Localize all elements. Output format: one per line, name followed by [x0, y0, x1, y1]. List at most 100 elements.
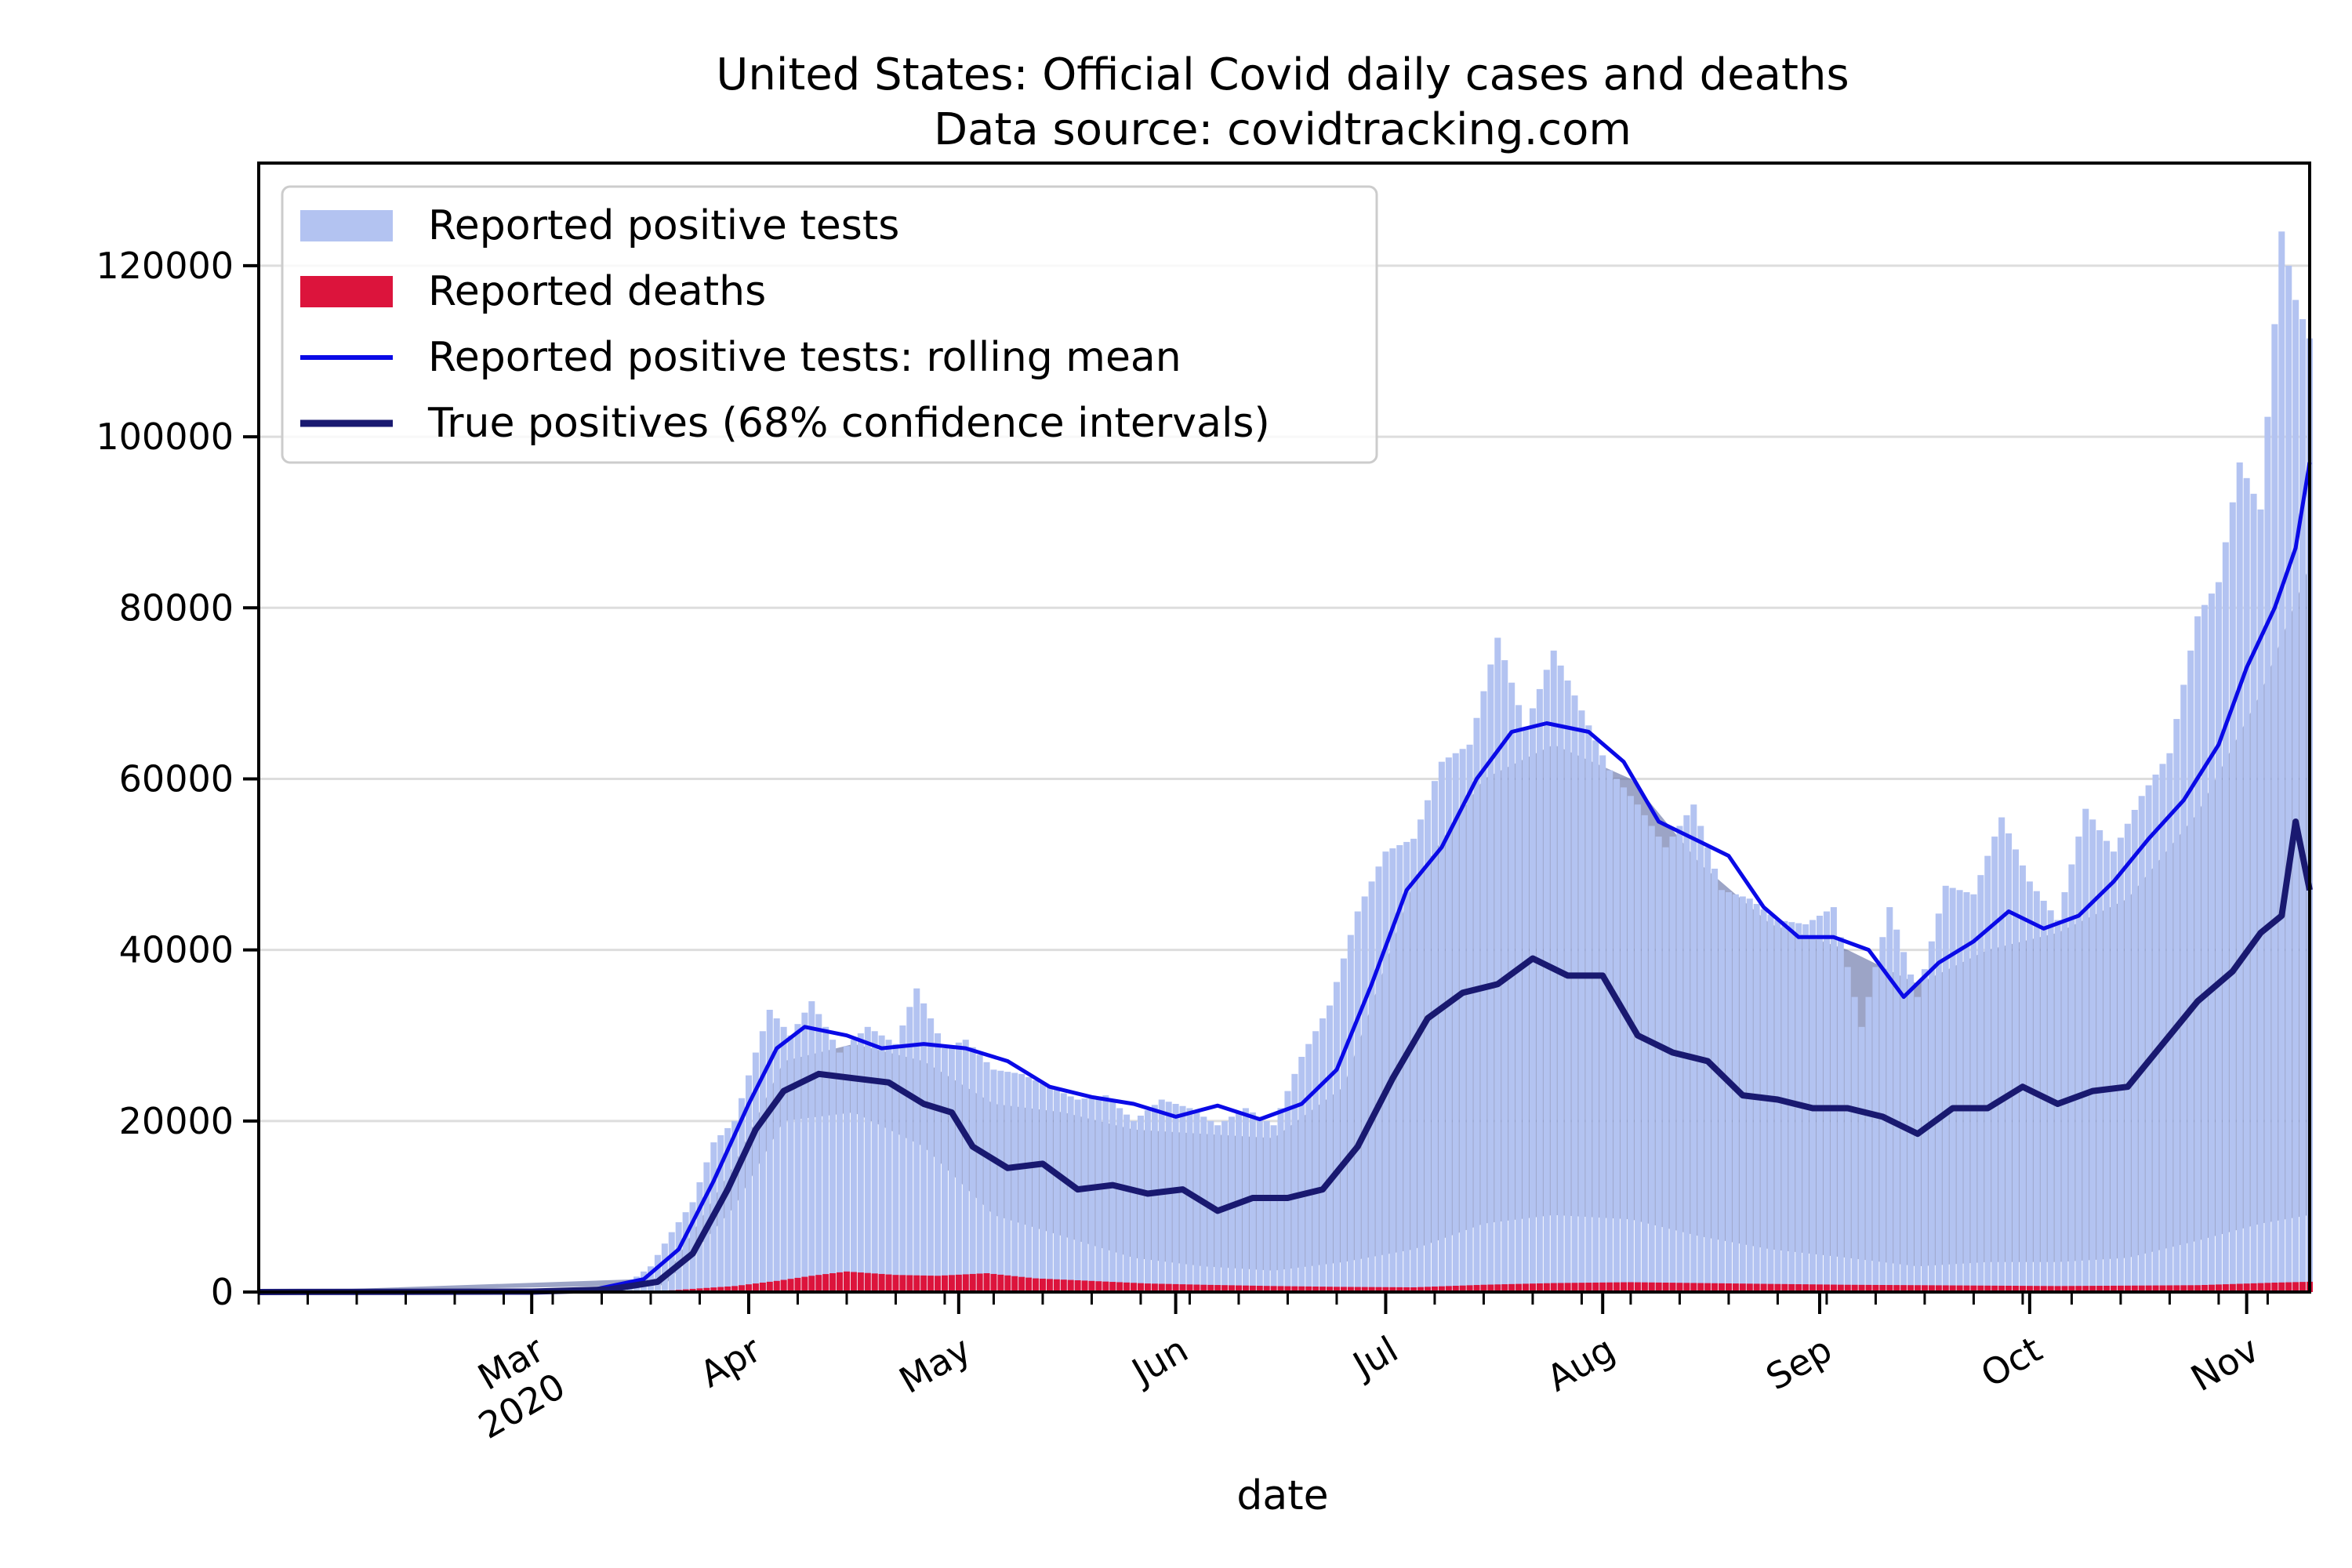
positive-test-bar	[1704, 847, 1711, 1292]
positive-test-bar	[1382, 851, 1389, 1292]
death-bar	[1137, 1283, 1144, 1292]
positive-test-bar	[1606, 770, 1613, 1292]
series-lines	[258, 462, 2313, 1295]
death-bar	[1221, 1285, 1229, 1292]
death-bar	[1970, 1285, 1977, 1292]
positive-test-bar	[1025, 1076, 1033, 1292]
death-bar	[1011, 1276, 1018, 1292]
death-bar	[2257, 1283, 2264, 1292]
death-bar	[1102, 1281, 1109, 1292]
death-bar	[1207, 1284, 1214, 1292]
death-bar	[962, 1274, 969, 1292]
death-bar	[1844, 1284, 1851, 1292]
death-bar	[1956, 1285, 1963, 1292]
positive-test-bar	[1403, 841, 1410, 1292]
positive-test-bar	[1865, 996, 1872, 1292]
death-bar	[2243, 1283, 2250, 1292]
death-bar	[1298, 1286, 1305, 1292]
death-bar	[1523, 1283, 1530, 1292]
positive-test-bar	[1144, 1110, 1151, 1292]
death-bar	[920, 1275, 927, 1292]
positive-test-bar	[2180, 684, 2187, 1292]
death-bar	[1865, 1284, 1872, 1292]
positive-test-bar	[1067, 1096, 1074, 1292]
death-bar	[2068, 1286, 2075, 1292]
death-bar	[1074, 1280, 1081, 1292]
positive-test-bar	[815, 1014, 822, 1292]
positive-test-bar	[1823, 911, 1830, 1292]
death-bar	[1193, 1284, 1200, 1292]
death-bar	[2215, 1284, 2222, 1292]
death-bar	[857, 1272, 864, 1292]
positive-test-bar	[1179, 1105, 1186, 1292]
positive-test-bar	[1900, 952, 1907, 1292]
positive-test-bar	[2012, 849, 2020, 1292]
death-bar	[1270, 1286, 1277, 1292]
positive-test-bar	[1445, 757, 1452, 1292]
death-bar	[1046, 1279, 1053, 1292]
positive-test-bar	[745, 1075, 753, 1292]
true-positives-line	[258, 818, 2313, 1295]
positive-test-bar	[1508, 682, 1515, 1292]
positive-test-bar	[1613, 779, 1621, 1292]
positive-test-bar	[1151, 1105, 1158, 1292]
death-bar	[885, 1274, 892, 1292]
death-bar	[766, 1281, 773, 1292]
positive-test-bar	[1487, 664, 1494, 1292]
death-bar	[2054, 1286, 2061, 1292]
positive-test-bar	[654, 1254, 661, 1292]
death-bar	[1305, 1286, 1312, 1292]
positive-test-bar	[1340, 958, 1347, 1292]
death-bar	[1697, 1283, 1704, 1292]
positive-test-bar	[885, 1040, 892, 1292]
positive-test-bar	[1060, 1093, 1067, 1292]
death-bar	[1795, 1284, 1802, 1292]
death-bar	[1095, 1281, 1102, 1292]
death-bar	[1915, 1285, 1922, 1292]
positive-test-bar	[948, 1045, 955, 1292]
positive-test-bar	[1732, 894, 1739, 1292]
positive-test-bar	[1004, 1072, 1011, 1292]
positive-test-bar	[2250, 493, 2257, 1292]
positive-test-bar	[1193, 1112, 1200, 1292]
death-bar	[1060, 1279, 1067, 1292]
positive-test-bar	[1368, 881, 1375, 1292]
positive-test-bar	[1774, 920, 1781, 1292]
death-bar	[1508, 1283, 1515, 1292]
death-bar	[1949, 1285, 1956, 1292]
positive-test-bar	[1137, 1116, 1144, 1292]
death-bar	[1214, 1285, 1221, 1292]
death-bar	[1123, 1282, 1131, 1292]
death-bar	[1767, 1283, 1774, 1292]
positive-test-bar	[1431, 781, 1438, 1292]
death-bar	[1802, 1284, 1809, 1292]
death-bar	[1872, 1284, 1879, 1292]
positive-test-bar	[1305, 1044, 1312, 1292]
positive-test-bar	[2201, 604, 2209, 1292]
death-bar	[1494, 1284, 1501, 1292]
death-bar	[822, 1274, 829, 1292]
death-bar	[878, 1273, 885, 1292]
rolling-mean-line	[258, 462, 2312, 1294]
positive-test-bar	[1767, 914, 1774, 1292]
positive-test-bar	[1984, 855, 1991, 1292]
death-bar	[2278, 1282, 2285, 1292]
positive-test-bar	[1095, 1096, 1102, 1292]
legend-label-true-positives: True positives (68% confidence intervals…	[427, 400, 1270, 447]
positive-test-bar	[1033, 1080, 1040, 1292]
positive-test-bar	[2208, 593, 2216, 1292]
positive-test-bar	[1669, 837, 1676, 1292]
death-bar	[1809, 1284, 1817, 1292]
positive-test-bar	[1053, 1090, 1060, 1292]
positive-test-bar	[1123, 1114, 1131, 1292]
positive-test-bar	[1634, 804, 1641, 1292]
death-bar	[1711, 1283, 1719, 1292]
death-bar	[1242, 1285, 1249, 1292]
positive-test-bar	[1599, 755, 1606, 1292]
death-bar	[1719, 1283, 1726, 1292]
positive-test-bar	[2019, 865, 2026, 1292]
legend-swatch-deaths	[300, 276, 393, 307]
death-bar	[1361, 1287, 1368, 1292]
death-bar	[1403, 1287, 1410, 1292]
positive-test-bar	[1788, 922, 1795, 1292]
